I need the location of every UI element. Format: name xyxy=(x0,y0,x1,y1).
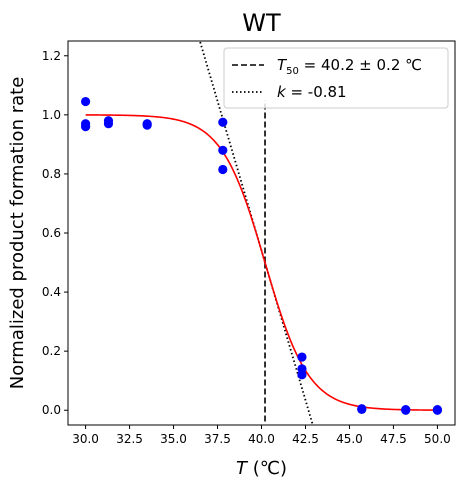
x-tick-label: 45.0 xyxy=(336,432,363,446)
data-point xyxy=(432,405,443,415)
data-point xyxy=(297,370,307,380)
y-axis: 0.0 0.2 0.4 0.6 0.8 1.0 1.2 xyxy=(42,49,68,417)
data-point xyxy=(401,405,411,415)
chart-title: WT xyxy=(242,9,281,37)
y-tick-label: 0.8 xyxy=(42,167,61,181)
data-point xyxy=(80,96,91,107)
y-tick-label: 0.6 xyxy=(42,226,61,240)
y-tick-label: 0.0 xyxy=(42,403,61,417)
x-tick-label: 47.5 xyxy=(380,432,407,446)
x-tick-label: 50.0 xyxy=(424,432,451,446)
y-tick-label: 1.2 xyxy=(42,49,61,63)
y-tick-label: 1.0 xyxy=(42,108,61,122)
y-tick-label: 0.2 xyxy=(42,344,61,358)
data-point xyxy=(80,122,91,132)
data-point xyxy=(357,404,367,414)
legend: T50 = 40.2 ± 0.2 ℃ k = -0.81 xyxy=(223,47,449,109)
plot-area xyxy=(80,41,443,425)
data-point xyxy=(218,164,228,175)
x-axis: 30.0 32.5 35.0 37.5 40.0 42.5 45.0 47.5 50.0 xyxy=(72,425,451,446)
x-tick-label: 37.5 xyxy=(204,432,231,446)
x-tick-label: 35.0 xyxy=(160,432,187,446)
fit-curve xyxy=(85,114,438,411)
data-point xyxy=(218,117,228,127)
data-point xyxy=(103,119,114,129)
data-point xyxy=(218,145,228,155)
legend-k-label: k = -0.81 xyxy=(277,83,347,101)
x-tick-label: 40.0 xyxy=(248,432,275,446)
x-tick-label: 42.5 xyxy=(292,432,319,446)
x-tick-label: 30.0 xyxy=(72,432,99,446)
legend-frame xyxy=(223,47,449,109)
legend-t50-label: T50 = 40.2 ± 0.2 ℃ xyxy=(277,56,422,77)
x-axis-title: T (℃) xyxy=(236,458,287,479)
y-axis-title: Normalized product formation rate xyxy=(7,77,28,390)
data-point xyxy=(297,352,307,362)
data-point xyxy=(142,120,152,130)
y-tick-label: 0.4 xyxy=(42,285,61,299)
x-tick-label: 32.5 xyxy=(116,432,143,446)
